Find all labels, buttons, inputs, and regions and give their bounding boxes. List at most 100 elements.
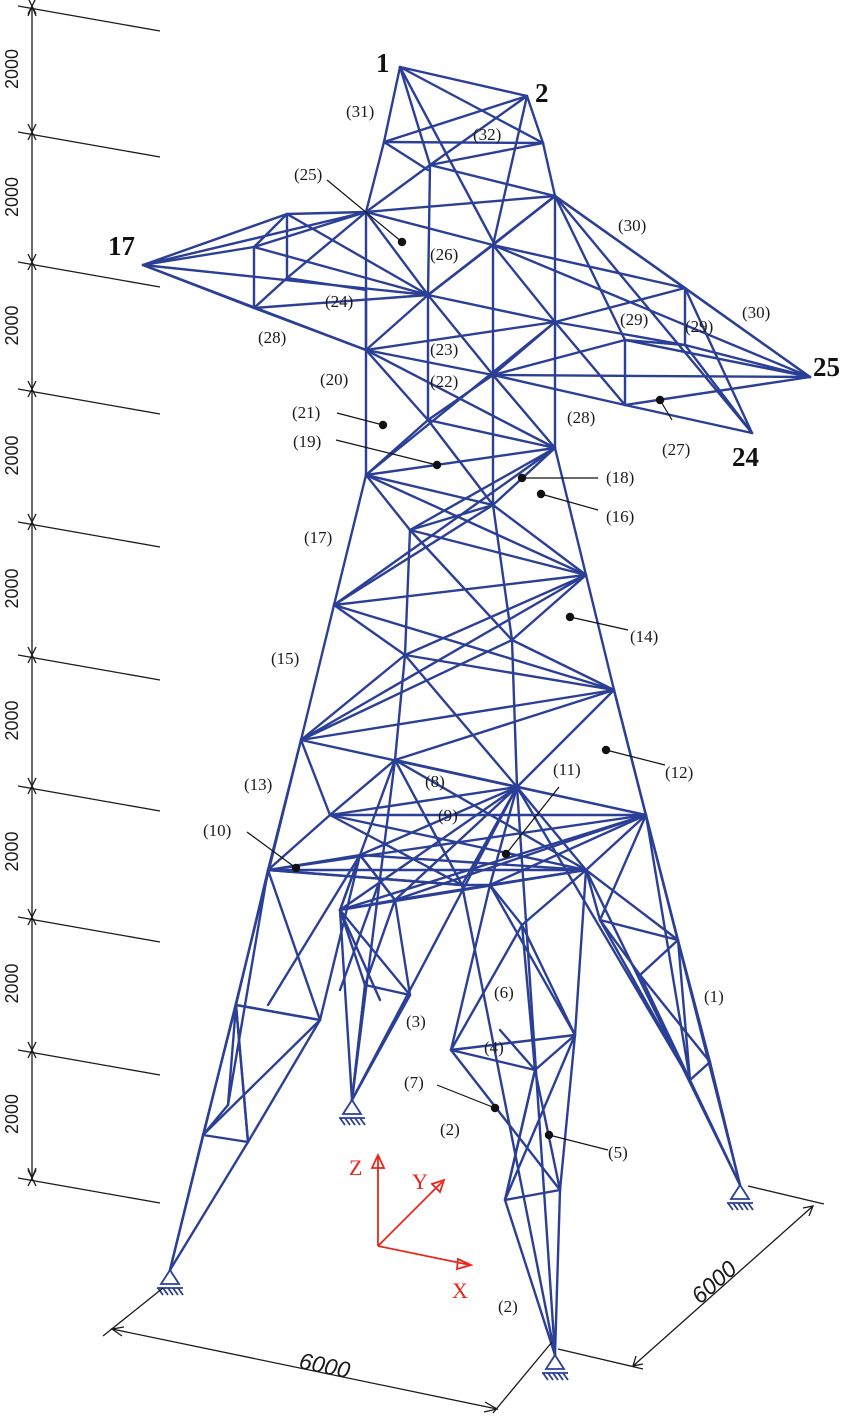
tower-member [252, 212, 289, 249]
node-label: 17 [108, 231, 135, 261]
tower-member [553, 194, 754, 435]
member-label: (10) [203, 821, 231, 840]
tower-member [426, 293, 557, 324]
tower-member [449, 923, 524, 1052]
tower-member [266, 853, 362, 1007]
tower-member [393, 898, 412, 997]
level-dimension-label: 2000 [2, 177, 22, 217]
tower-member [398, 65, 432, 167]
tower-member [398, 65, 497, 247]
tower-member [328, 785, 519, 817]
leader-line [505, 786, 560, 855]
pinned-support-icon [727, 1183, 754, 1211]
tower-member [488, 813, 648, 887]
tower-member [382, 65, 402, 144]
tower-member [358, 853, 588, 872]
tower-member [688, 1060, 712, 1082]
tower-member [332, 446, 557, 607]
tower-member [364, 348, 430, 422]
tower-member [226, 868, 270, 1107]
leader-dot [490, 1103, 500, 1113]
tower-member [338, 785, 519, 912]
member-label: (22) [430, 372, 458, 391]
member-label: (9) [438, 806, 458, 825]
tower-member [318, 853, 362, 1022]
member-label: (29) [685, 317, 713, 336]
tower-member [510, 638, 616, 692]
level-dimension-label: 2000 [2, 435, 22, 475]
level-dimension-label: 2000 [2, 963, 22, 1003]
tower-member [350, 785, 519, 1102]
tower-member [533, 1068, 562, 1192]
tower-member [558, 1033, 577, 1192]
tower-member [285, 210, 368, 216]
tower-member [338, 853, 362, 912]
tower-member [382, 140, 545, 145]
leader-dot [397, 237, 407, 247]
level-dimension-label: 2000 [2, 49, 22, 89]
member-labels: (31) (32) (25) (26) (30) (24) (29) (29) (30) (28)… [203, 102, 770, 1316]
tower-member [141, 212, 289, 267]
tower-member [338, 898, 397, 912]
tower-member [252, 210, 368, 249]
tower-member [683, 286, 812, 379]
tower-member [488, 883, 524, 927]
tower-member [612, 688, 742, 1187]
tower-member [584, 868, 742, 1187]
axis-label-z: Z [349, 1155, 362, 1180]
tower-member [515, 785, 648, 817]
tower-member [299, 573, 588, 742]
tower-member [364, 348, 495, 377]
tower-member [201, 1018, 322, 1137]
tower-member [426, 418, 557, 450]
tower-member [364, 163, 432, 214]
tower-member [638, 973, 692, 1082]
tower-member [426, 243, 495, 297]
tower-member [285, 212, 430, 297]
base-dimension-x: 6000 [297, 1347, 353, 1383]
tower-member [533, 1033, 577, 1072]
tower-member [491, 373, 627, 407]
leader-line [335, 439, 438, 466]
tower-member [449, 1048, 537, 1072]
member-label: (12) [665, 763, 693, 782]
tower-member [403, 573, 588, 657]
coordinate-axes: Z Y X [349, 1152, 474, 1303]
leader-dot [655, 395, 665, 405]
tower-member [332, 503, 495, 607]
tower-member [266, 813, 332, 872]
tower-member [503, 1188, 562, 1202]
tower-member [503, 1198, 557, 1357]
member-label: (28) [567, 408, 595, 427]
leader-line [569, 616, 629, 631]
tower-member [623, 338, 812, 379]
tower-member [299, 653, 407, 742]
member-label: (26) [430, 245, 458, 264]
member-label: (2) [498, 1297, 518, 1316]
tower-member [332, 603, 616, 692]
leader-dot [501, 849, 511, 859]
tower-member [234, 1003, 250, 1144]
tower-member [332, 473, 368, 607]
tower-member [363, 983, 412, 997]
tower-member [234, 1003, 322, 1022]
tower-member [364, 320, 557, 352]
member-label: (4) [484, 1038, 504, 1057]
leader-line [548, 1134, 609, 1151]
tower-member [338, 908, 354, 1102]
member-label: (31) [346, 102, 374, 121]
member-label: (1) [704, 987, 724, 1006]
tower-member [428, 141, 545, 167]
level-dimension-label: 2000 [2, 305, 22, 345]
tower-member [328, 813, 464, 887]
tower-member [598, 813, 648, 922]
pinned-support-icon [339, 1098, 366, 1126]
tower-member [428, 94, 529, 167]
member-label: (2) [440, 1120, 460, 1139]
tower-member [683, 286, 754, 435]
tower-member [350, 758, 397, 1102]
tower-member [141, 245, 256, 267]
leader-dot [536, 489, 546, 499]
node-label: 25 [813, 352, 840, 382]
member-label: (11) [553, 760, 581, 779]
